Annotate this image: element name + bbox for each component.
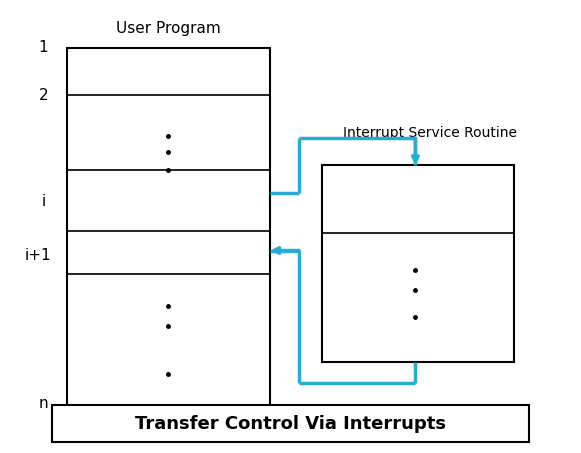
Text: Interrupt Service Routine: Interrupt Service Routine [343, 126, 517, 140]
Text: User Program: User Program [116, 21, 221, 36]
Text: 1: 1 [39, 40, 48, 55]
Bar [322, 165, 514, 362]
Text: i: i [41, 194, 46, 209]
Text: n: n [39, 395, 48, 411]
Text: 2: 2 [39, 87, 48, 103]
Bar [67, 48, 270, 421]
Text: i+1: i+1 [24, 248, 51, 264]
Text: Transfer Control Via Interrupts: Transfer Control Via Interrupts [135, 414, 446, 433]
Bar [52, 405, 529, 442]
